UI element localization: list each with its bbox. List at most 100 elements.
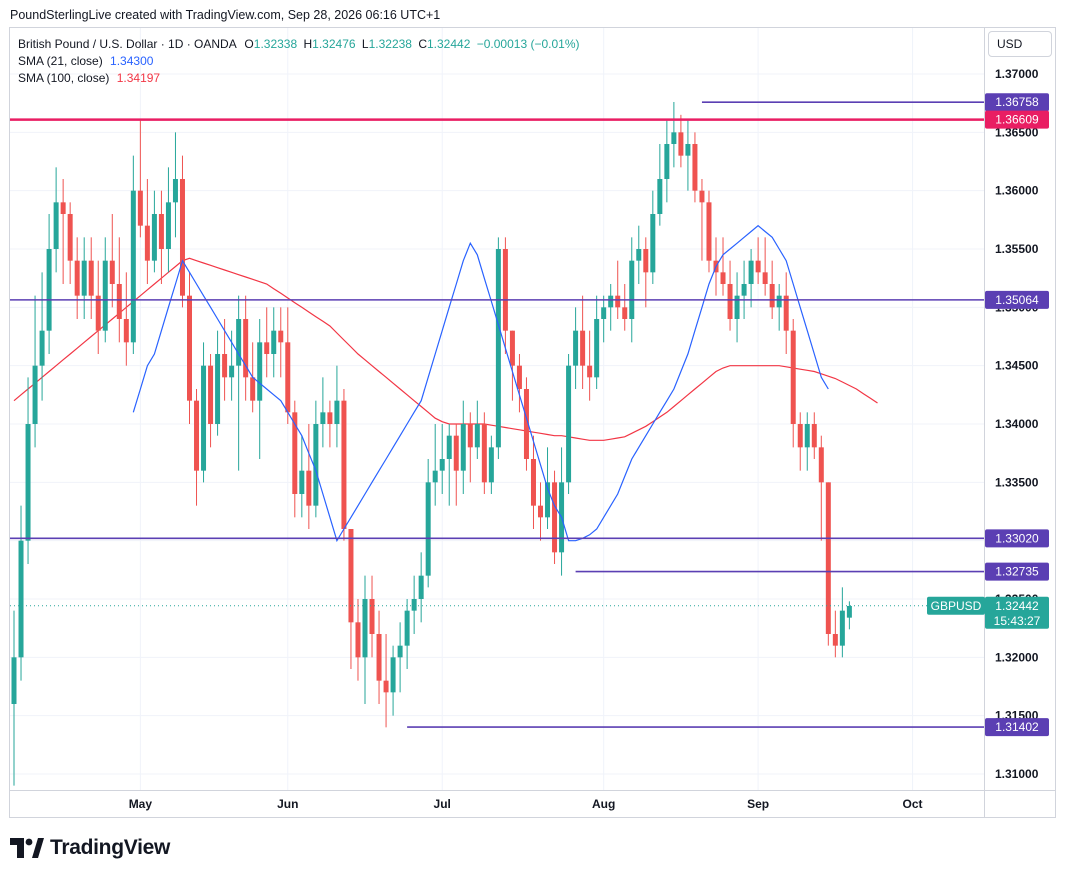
close-label: C	[418, 37, 427, 51]
candle	[376, 610, 382, 704]
candle	[172, 132, 178, 238]
candle-body	[629, 260, 635, 319]
footer-logo: TradingView	[10, 836, 170, 860]
candle-body	[229, 365, 235, 378]
candle	[839, 587, 845, 658]
candle	[95, 260, 101, 354]
candle	[776, 284, 782, 331]
candle-body	[74, 260, 80, 296]
candle	[229, 330, 235, 401]
candle-body	[292, 412, 298, 494]
candle	[292, 400, 298, 518]
candle	[832, 610, 838, 658]
candle	[762, 237, 768, 296]
candle	[222, 319, 228, 401]
change-value: −0.00013 (−0.01%)	[476, 37, 580, 51]
candle-body	[334, 400, 340, 424]
sma100-line	[13, 257, 878, 441]
candle-body	[839, 610, 845, 646]
candle	[144, 179, 150, 284]
candle	[720, 237, 726, 296]
candle	[116, 237, 122, 343]
candle-body	[257, 342, 263, 401]
candle-body	[516, 365, 522, 389]
candle-body	[243, 319, 249, 378]
candle	[587, 330, 593, 401]
candle-body	[123, 319, 129, 343]
candle	[236, 295, 242, 471]
candle-body	[692, 144, 698, 191]
instrument-title: British Pound / U.S. Dollar · 1D · OANDA	[18, 37, 237, 51]
sma100-label: SMA (100, close)	[18, 71, 110, 85]
candle-body	[165, 202, 171, 249]
candle	[594, 295, 600, 389]
level-price-label: 1.33020	[995, 531, 1039, 545]
candle-body	[158, 214, 164, 249]
candle	[488, 435, 494, 494]
level-price-tag	[985, 290, 1049, 309]
candle	[636, 225, 642, 284]
candle-body	[39, 330, 45, 366]
price-level: 1.35064	[10, 290, 1049, 309]
candle-body	[748, 260, 754, 284]
candle-body	[523, 389, 529, 459]
candle	[460, 400, 466, 494]
candle-body	[208, 365, 214, 424]
candle	[671, 102, 677, 168]
y-tick-label: 1.35500	[995, 242, 1039, 256]
level-price-tag	[985, 562, 1049, 581]
candle	[46, 214, 52, 354]
price-level: 1.32735	[575, 562, 1049, 581]
candle-body	[643, 249, 649, 273]
candle-body	[481, 424, 487, 483]
candle-body	[306, 470, 312, 506]
candle-body	[467, 424, 473, 448]
candle-body	[250, 377, 256, 401]
candle-body	[509, 330, 515, 366]
candle-body	[130, 190, 136, 343]
candle	[825, 482, 831, 646]
candle	[264, 307, 270, 378]
candle-body	[594, 319, 600, 378]
candle	[559, 447, 565, 576]
candle-body	[552, 482, 558, 553]
sma21-line	[132, 224, 829, 543]
candle	[390, 645, 396, 716]
candle-body	[432, 470, 438, 483]
candle-body	[678, 132, 684, 156]
y-tick-label: 1.31000	[995, 767, 1039, 781]
candle-body	[797, 424, 803, 448]
candle-body	[580, 330, 586, 366]
candle-body	[11, 657, 17, 704]
countdown-label: 15:43:27	[994, 614, 1041, 628]
sma21-line-layer	[132, 224, 829, 543]
candle-body	[95, 295, 101, 331]
candle	[685, 120, 691, 191]
candle-body	[453, 435, 459, 471]
candle-body	[573, 330, 579, 366]
y-tick-label: 1.36500	[995, 125, 1039, 139]
candle-body	[636, 249, 642, 261]
candle	[67, 202, 73, 284]
candle-body	[215, 354, 221, 424]
candle-body	[151, 214, 157, 261]
candle	[306, 424, 312, 529]
close-value: 1.32442	[427, 37, 471, 51]
horizontal-levels: 1.36758 1.36609 1.35064 1.33020 1.32735 1.314…	[10, 93, 1049, 737]
candle	[818, 435, 824, 541]
price-level: 1.36609	[10, 110, 1049, 129]
candle	[18, 505, 24, 681]
candle	[692, 132, 698, 203]
currency-button[interactable]: USD	[988, 31, 1052, 57]
candle-body	[172, 179, 178, 203]
candle-body	[271, 330, 277, 354]
candle-body	[699, 190, 705, 203]
candle	[566, 354, 572, 494]
candle-body	[488, 447, 494, 483]
candle	[650, 190, 656, 284]
y-tick-label: 1.34000	[995, 417, 1039, 431]
candle-body	[53, 202, 59, 249]
x-tick-label: Jul	[434, 797, 451, 811]
candle	[769, 260, 775, 319]
